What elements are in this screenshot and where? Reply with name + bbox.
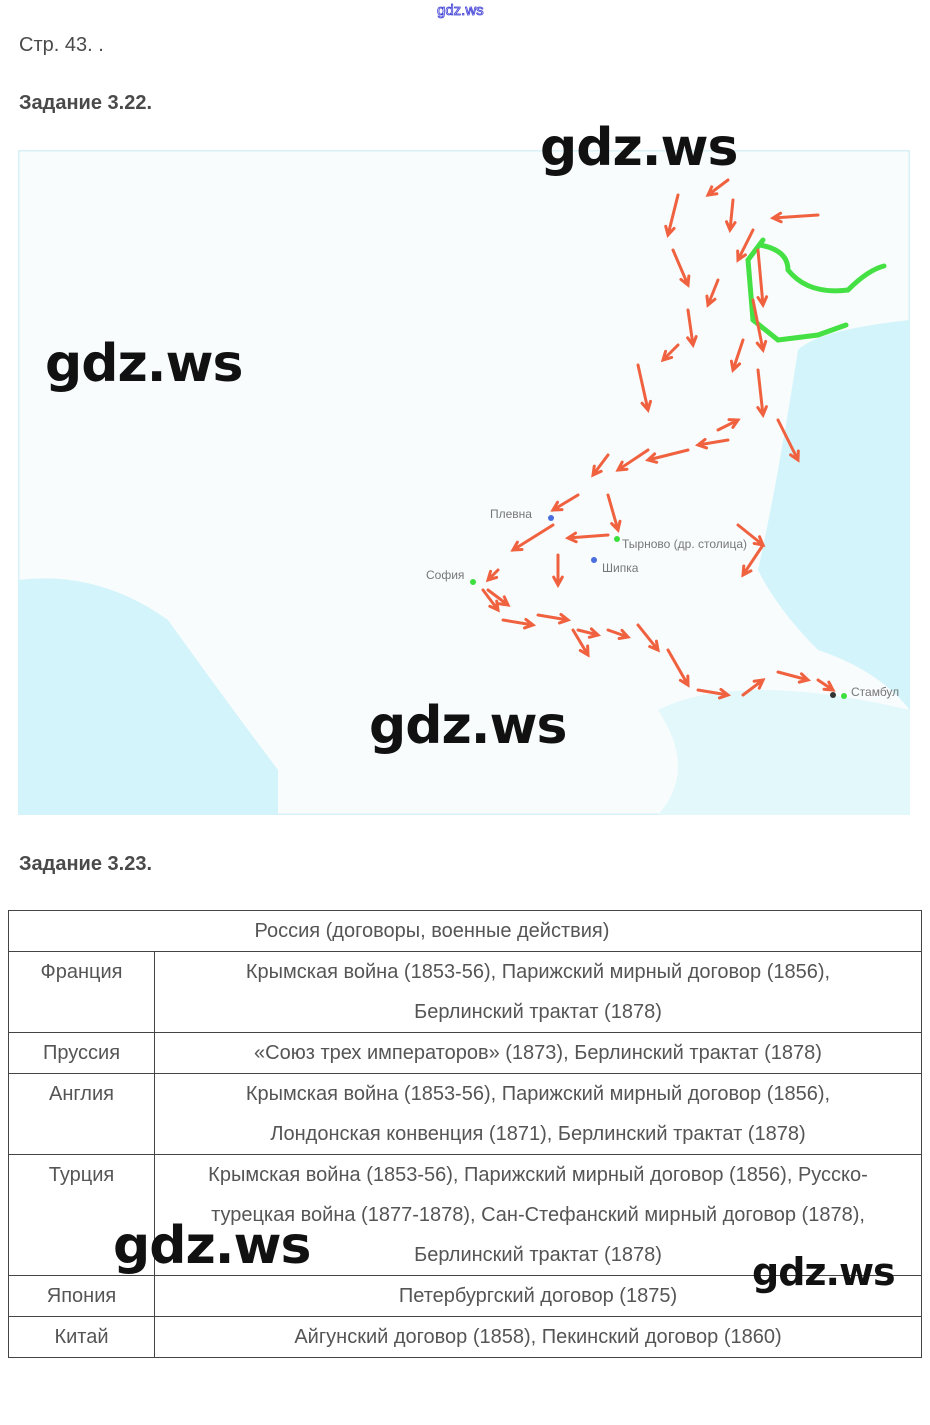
table-row: Англия Крымская война (1853-56), Парижски…	[8, 1073, 922, 1155]
arrow	[686, 308, 698, 349]
page-reference: Стр. 43. .	[19, 34, 104, 56]
arrow	[736, 228, 755, 263]
arrow	[564, 531, 610, 544]
sea-se	[658, 690, 910, 815]
arrow	[636, 623, 660, 653]
table-row: Турция Крымская война (1853-56), Парижски…	[8, 1154, 922, 1276]
table-row: Пруссия «Союз трех императоров» (1873), Б…	[8, 1032, 922, 1074]
relations-table: Россия (договоры, военные действия) Фран…	[8, 910, 922, 1358]
arrow	[756, 248, 769, 309]
arrow	[481, 588, 500, 613]
table-row: Япония Петербургский договор (1875)	[8, 1275, 922, 1317]
arrow	[724, 198, 737, 234]
watermark: gdz.ws	[540, 118, 738, 178]
arrow	[486, 588, 511, 607]
arrow	[660, 343, 680, 363]
watermark: gdz.ws	[45, 334, 243, 394]
arrow	[741, 678, 766, 697]
arrow	[571, 628, 590, 658]
arrow	[716, 418, 741, 432]
table-row: Франция Крымская война (1853-56), Парижск…	[8, 951, 922, 1033]
watermark: gdz.ws	[113, 1216, 311, 1276]
task-heading-3-23: Задание 3.23.	[19, 853, 153, 875]
arrow	[615, 448, 650, 472]
arrow	[501, 617, 537, 630]
arrow	[756, 368, 768, 419]
arrow	[576, 627, 602, 639]
arrow	[510, 523, 555, 552]
table-header: Россия (договоры, военные действия)	[154, 910, 922, 952]
table-header-row: Россия (договоры, военные действия)	[8, 910, 922, 952]
sofia-marker	[470, 579, 476, 585]
watermark: gdz.ws	[752, 1250, 896, 1294]
arrow	[705, 278, 720, 308]
label-plevna: Плевна	[490, 507, 532, 521]
tyrnovo-marker	[614, 536, 620, 542]
arrow	[550, 493, 580, 512]
sea-east	[758, 320, 910, 710]
arrow	[485, 568, 500, 583]
troop-movement-arrows	[481, 178, 836, 700]
arrow	[644, 448, 690, 464]
table-row: Китай Айгунский договор (1858), Пекинский…	[8, 1316, 922, 1358]
arrow	[741, 543, 765, 578]
watermark: gdz.ws	[369, 696, 567, 756]
arrow	[606, 493, 622, 534]
arrow	[606, 628, 631, 640]
arrow	[671, 248, 691, 288]
arrow	[705, 178, 730, 197]
arrow	[729, 338, 745, 373]
sea-south	[18, 578, 278, 815]
arrow	[666, 648, 690, 688]
arrow	[636, 363, 652, 414]
arrow	[694, 437, 730, 450]
arrow	[816, 678, 836, 692]
task-heading-3-22: Задание 3.22.	[19, 92, 153, 114]
green-border	[745, 237, 887, 343]
arrow	[751, 298, 768, 354]
label-shipka: Шипка	[602, 561, 639, 575]
label-istanbul: Стамбул	[851, 685, 899, 699]
arrow	[591, 453, 610, 478]
arrow	[769, 211, 820, 224]
arrow	[664, 193, 680, 239]
map: Плевна Тырново (др. столица) Шипка София…	[18, 150, 910, 815]
label-sofia: София	[426, 568, 464, 582]
shipka-marker	[591, 557, 597, 563]
istanbul-marker	[830, 692, 836, 698]
arrow	[696, 687, 732, 700]
arrow	[552, 553, 564, 589]
plevna-marker	[548, 515, 554, 521]
arrow	[776, 670, 812, 684]
watermark-top: gdz.ws	[437, 2, 484, 20]
label-tyrnovo: Тырново (др. столица)	[622, 537, 747, 551]
arrow	[776, 418, 800, 463]
arrow	[536, 612, 572, 625]
